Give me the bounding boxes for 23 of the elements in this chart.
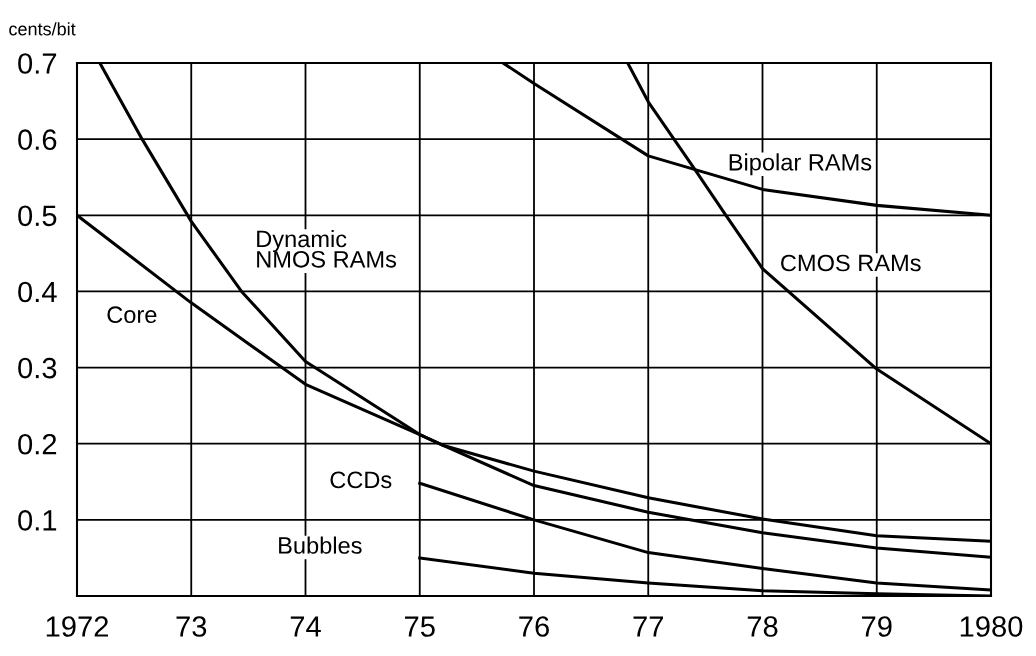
series-label: Bipolar RAMs <box>729 153 872 176</box>
text: Bubbles <box>279 536 362 554</box>
y-axis-title: cents/bit <box>9 22 76 36</box>
x-tick-label: 73 <box>176 616 207 637</box>
series-label: CMOS RAMs <box>781 254 921 272</box>
y-tick-label: 0.4 <box>18 281 57 303</box>
x-tick-label: 1980 <box>960 616 1023 637</box>
y-tick-label: 0.6 <box>18 129 57 150</box>
x-tick-label: 78 <box>747 616 778 637</box>
series-label: Core <box>107 306 157 324</box>
x-tick-label: 74 <box>290 616 321 637</box>
series-label: Dynamic NMOS RAMs <box>257 229 397 268</box>
x-tick-label: 1972 <box>46 616 108 637</box>
y-tick-label: 0.3 <box>18 357 57 379</box>
y-tick-label: 0.5 <box>18 205 57 227</box>
series-label: CCDs <box>330 471 392 489</box>
y-tick-label: 0.2 <box>18 433 57 455</box>
y-tick-label: 0.7 <box>18 53 57 74</box>
x-tick-label: 77 <box>633 616 664 637</box>
x-tick-label: 76 <box>519 616 549 637</box>
x-tick-label: 75 <box>405 616 435 637</box>
y-tick-label: 0.1 <box>18 510 57 531</box>
x-tick-label: 79 <box>862 616 892 637</box>
